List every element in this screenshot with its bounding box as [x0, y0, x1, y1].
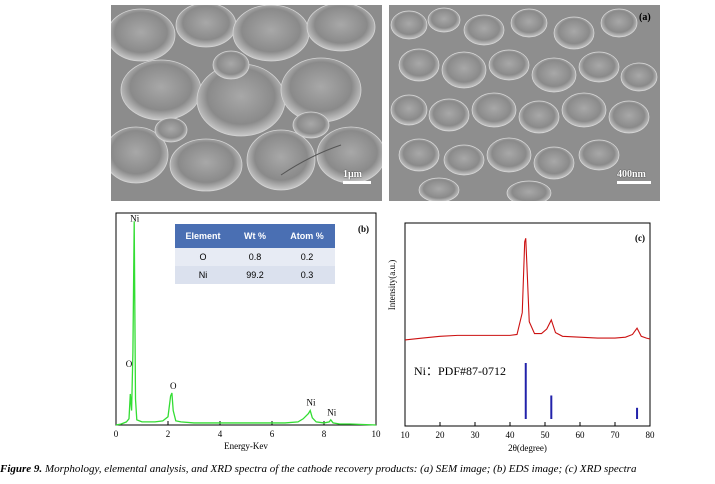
sem-image-right: (a) 400nm — [389, 5, 660, 201]
eds-cell: O — [175, 248, 231, 266]
eds-peak-label: Ni — [130, 213, 139, 223]
xrd-reference-label: Ni：PDF#87-0712 — [414, 364, 507, 378]
table-row: O 0.8 0.2 — [175, 248, 335, 266]
scale-bar-left: 1μm — [343, 169, 371, 184]
eds-x-tick-label: 0 — [114, 429, 119, 439]
eds-peak-label: O — [126, 359, 133, 369]
eds-x-tick-label: 6 — [270, 429, 275, 439]
xrd-x-tick-label: 70 — [611, 430, 621, 440]
eds-cell: 99.2 — [231, 266, 279, 284]
eds-header-element: Element — [175, 224, 231, 248]
panel-tag-b: (b) — [358, 224, 369, 234]
xrd-x-tick-label: 20 — [436, 430, 446, 440]
xrd-x-tick-label: 40 — [506, 430, 516, 440]
xrd-series-line — [404, 238, 651, 341]
sem-image-left: 1μm — [111, 5, 382, 201]
eds-x-tick-label: 8 — [322, 429, 327, 439]
table-row: Ni 99.2 0.3 — [175, 266, 335, 284]
xrd-x-tick-label: 30 — [471, 430, 481, 440]
panel-tag-c: (c) — [635, 233, 645, 243]
scale-bar-right: 400nm — [617, 169, 651, 184]
scale-bar-line-left — [343, 181, 371, 184]
xrd-x-tick-label: 10 — [401, 430, 411, 440]
eds-plot-frame — [115, 212, 377, 426]
figure-caption: Figure 9. Morphology, elemental analysis… — [0, 463, 715, 475]
eds-header-wt: Wt % — [231, 224, 279, 248]
caption-label: Figure 9. — [0, 463, 43, 475]
scale-bar-line-right — [617, 181, 651, 184]
eds-x-axis-label: Energy-Kev — [224, 441, 268, 451]
eds-series-line — [115, 221, 377, 426]
xrd-plot-frame — [404, 222, 651, 427]
eds-cell: 0.3 — [279, 266, 335, 284]
eds-x-tick-label: 4 — [218, 429, 223, 439]
eds-header-atom: Atom % — [279, 224, 335, 248]
scale-label-left: 1μm — [343, 169, 362, 180]
xrd-x-tick-label: 60 — [576, 430, 586, 440]
eds-table: Element Wt % Atom % O 0.8 0.2 Ni 99.2 0.… — [175, 224, 335, 284]
xrd-x-tick-label: 50 — [541, 430, 551, 440]
eds-peak-label: Ni — [327, 408, 336, 418]
eds-x-tick-label: 10 — [372, 429, 382, 439]
eds-peak-label: Ni — [307, 397, 316, 407]
eds-peak-label: O — [170, 381, 177, 391]
xrd-chart: 10 20 30 40 50 60 70 80 2θ(degree) Intensity(a.u.… — [387, 222, 656, 453]
panel-tag-a: (a) — [639, 12, 651, 23]
eds-x-tick-label: 2 — [166, 429, 171, 439]
eds-cell: Ni — [175, 266, 231, 284]
xrd-x-axis-label: 2θ(degree) — [508, 443, 547, 453]
eds-cell: 0.2 — [279, 248, 335, 266]
scale-label-right: 400nm — [617, 169, 646, 180]
eds-cell: 0.8 — [231, 248, 279, 266]
xrd-y-axis-label: Intensity(a.u.) — [387, 260, 397, 310]
eds-table-header-row: Element Wt % Atom % — [175, 224, 335, 248]
xrd-x-tick-label: 80 — [646, 430, 656, 440]
caption-text: Morphology, elemental analysis, and XRD … — [42, 463, 637, 475]
